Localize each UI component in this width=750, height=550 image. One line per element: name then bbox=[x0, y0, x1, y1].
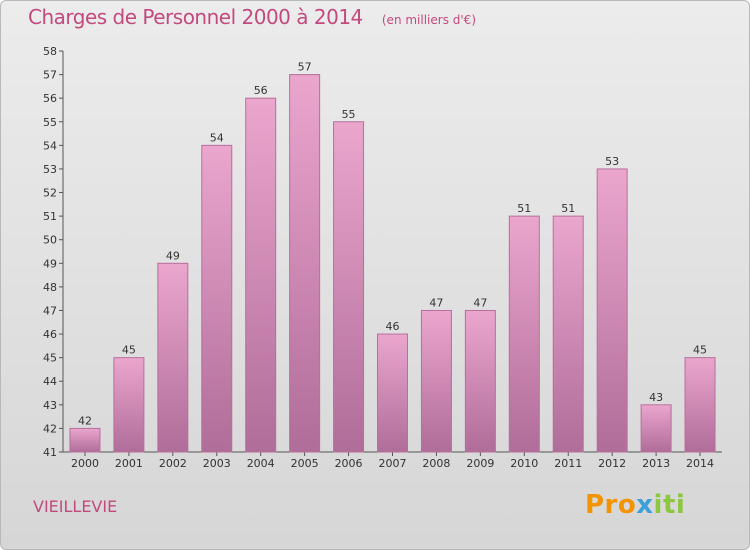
y-tick-label: 56 bbox=[43, 92, 57, 105]
logo-part-2: x bbox=[636, 490, 654, 520]
x-tick-label-2013: 2013 bbox=[642, 457, 670, 470]
bar-2010 bbox=[508, 215, 540, 453]
value-label-2010: 51 bbox=[517, 202, 531, 215]
value-label-2000: 42 bbox=[78, 414, 92, 427]
bars: 42 45 49 54 56 57 55 46 47 47 51 51 53 43 45 bbox=[69, 61, 716, 453]
x-tick-label-2001: 2001 bbox=[115, 457, 143, 470]
x-tick-label-2012: 2012 bbox=[598, 457, 626, 470]
y-tick-label: 41 bbox=[43, 446, 57, 459]
x-tick-label-2008: 2008 bbox=[422, 457, 450, 470]
x-tick-label-2000: 2000 bbox=[71, 457, 99, 470]
x-tick-label-2004: 2004 bbox=[247, 457, 275, 470]
y-tick-label: 54 bbox=[43, 139, 57, 152]
x-tick-label-2005: 2005 bbox=[291, 457, 319, 470]
y-tick-label: 47 bbox=[43, 304, 57, 317]
value-label-2013: 43 bbox=[649, 391, 663, 404]
y-tick-label: 42 bbox=[43, 422, 57, 435]
value-label-2002: 49 bbox=[166, 249, 180, 262]
y-tick-label: 57 bbox=[43, 69, 57, 82]
y-tick-label: 43 bbox=[43, 399, 57, 412]
bar-2007 bbox=[377, 333, 408, 453]
value-label-2005: 57 bbox=[298, 61, 312, 74]
bar-2011 bbox=[552, 215, 584, 453]
x-tick-label-2014: 2014 bbox=[686, 457, 714, 470]
bar-2009 bbox=[464, 309, 496, 453]
y-tick-label: 48 bbox=[43, 281, 57, 294]
bar-2004 bbox=[245, 97, 277, 453]
value-label-2008: 47 bbox=[429, 296, 443, 309]
title-row: Charges de Personnel 2000 à 2014 (en mil… bbox=[28, 5, 476, 29]
chart-subtitle: (en milliers d'€) bbox=[381, 13, 476, 27]
commune-name: VIEILLEVIE bbox=[33, 497, 118, 516]
y-tick-label: 52 bbox=[43, 187, 57, 200]
value-label-2006: 55 bbox=[342, 108, 356, 121]
y-tick-label: 58 bbox=[43, 45, 57, 58]
value-label-2001: 45 bbox=[122, 344, 136, 357]
y-tick-label: 51 bbox=[43, 210, 57, 223]
bar-2001 bbox=[113, 357, 145, 453]
logo-part-3: iti bbox=[653, 490, 686, 520]
value-label-2007: 46 bbox=[386, 320, 400, 333]
x-tick-label-2003: 2003 bbox=[203, 457, 231, 470]
y-tick-label: 55 bbox=[43, 116, 57, 129]
y-tick-label: 46 bbox=[43, 328, 57, 341]
bar-2013 bbox=[640, 404, 672, 453]
x-tick-label-2009: 2009 bbox=[466, 457, 494, 470]
bar-2006 bbox=[333, 121, 365, 453]
value-label-2003: 54 bbox=[210, 131, 224, 144]
y-tick-label: 50 bbox=[43, 234, 57, 247]
axes: 41 42 43 44 45 46 47 48 49 50 51 52 53 54 55 56 57 58 2000… bbox=[43, 45, 722, 470]
value-label-2004: 56 bbox=[254, 84, 268, 97]
value-label-2012: 53 bbox=[605, 155, 619, 168]
bar-2003 bbox=[201, 144, 233, 453]
y-tick-label: 44 bbox=[43, 375, 57, 388]
x-tick-label-2011: 2011 bbox=[554, 457, 582, 470]
bar-2005 bbox=[289, 74, 321, 453]
bar-2008 bbox=[420, 309, 452, 453]
bar-2012 bbox=[596, 168, 628, 453]
y-tick-label: 45 bbox=[43, 352, 57, 365]
x-tick-label-2007: 2007 bbox=[379, 457, 407, 470]
proxiti-logo: Proxiti bbox=[585, 490, 685, 520]
value-label-2011: 51 bbox=[561, 202, 575, 215]
chart-title: Charges de Personnel 2000 à 2014 bbox=[28, 5, 363, 29]
x-tick-label-2002: 2002 bbox=[159, 457, 187, 470]
y-tick-label: 49 bbox=[43, 257, 57, 270]
bar-2002 bbox=[157, 262, 189, 453]
x-tick-label-2006: 2006 bbox=[335, 457, 363, 470]
x-tick-label-2010: 2010 bbox=[510, 457, 538, 470]
value-label-2014: 45 bbox=[693, 344, 707, 357]
bar-2000 bbox=[69, 427, 101, 453]
logo-part-1: Pro bbox=[585, 490, 637, 520]
y-tick-label: 53 bbox=[43, 163, 57, 176]
bar-2014 bbox=[684, 357, 716, 453]
value-label-2009: 47 bbox=[473, 296, 487, 309]
